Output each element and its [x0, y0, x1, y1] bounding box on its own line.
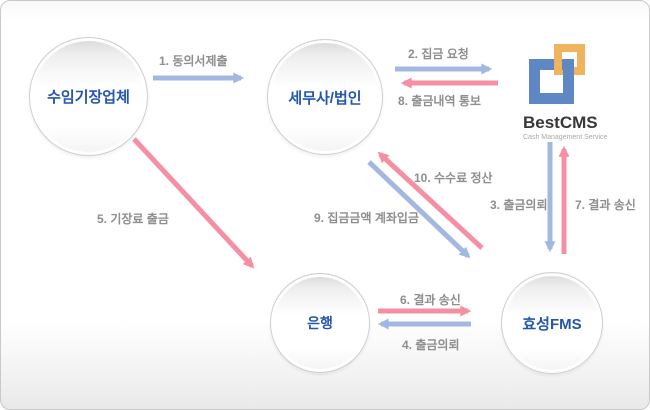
- node-taxfirm-label: 세무사/법인: [288, 89, 362, 107]
- node-client-label: 수임기장업체: [47, 89, 130, 106]
- node-fms-label: 효성FMS: [522, 315, 582, 333]
- flow-label-9: 9. 집금금액 계좌입금: [314, 211, 419, 225]
- flow-label-5: 5. 기장료 출금: [97, 212, 169, 226]
- flow-label-6: 6. 결과 송신: [400, 293, 461, 307]
- flow-label-1: 1. 동의서제출: [159, 54, 228, 68]
- node-client: 수임기장업체: [29, 37, 148, 156]
- bestcms-logo-tagline: Cash Management Service: [523, 134, 608, 141]
- bestcms-logo-title: BestCMS: [523, 113, 598, 132]
- flow-label-3: 3. 출금의뢰: [490, 198, 548, 212]
- node-bank: 은행: [270, 273, 370, 373]
- flow-arrow-5: [132, 137, 255, 269]
- flow-label-2: 2. 집금 요청: [408, 47, 469, 61]
- node-fms: 효성FMS: [501, 272, 603, 374]
- flow-label-4: 4. 출금의뢰: [402, 338, 460, 352]
- node-taxfirm: 세무사/법인: [267, 39, 383, 155]
- flow-label-10: 10. 수수료 정산: [414, 171, 493, 185]
- flow-arrow-9: [367, 160, 471, 259]
- flow-arrow-10: [377, 151, 484, 250]
- flow-label-8: 8. 출금내역 통보: [398, 94, 481, 108]
- flow-label-7: 7. 결과 송신: [575, 198, 636, 212]
- bestcms-logo-icon: [529, 44, 585, 104]
- bestcms-logo: BestCMS Cash Management Service: [519, 41, 639, 141]
- node-bank-label: 은행: [307, 315, 333, 331]
